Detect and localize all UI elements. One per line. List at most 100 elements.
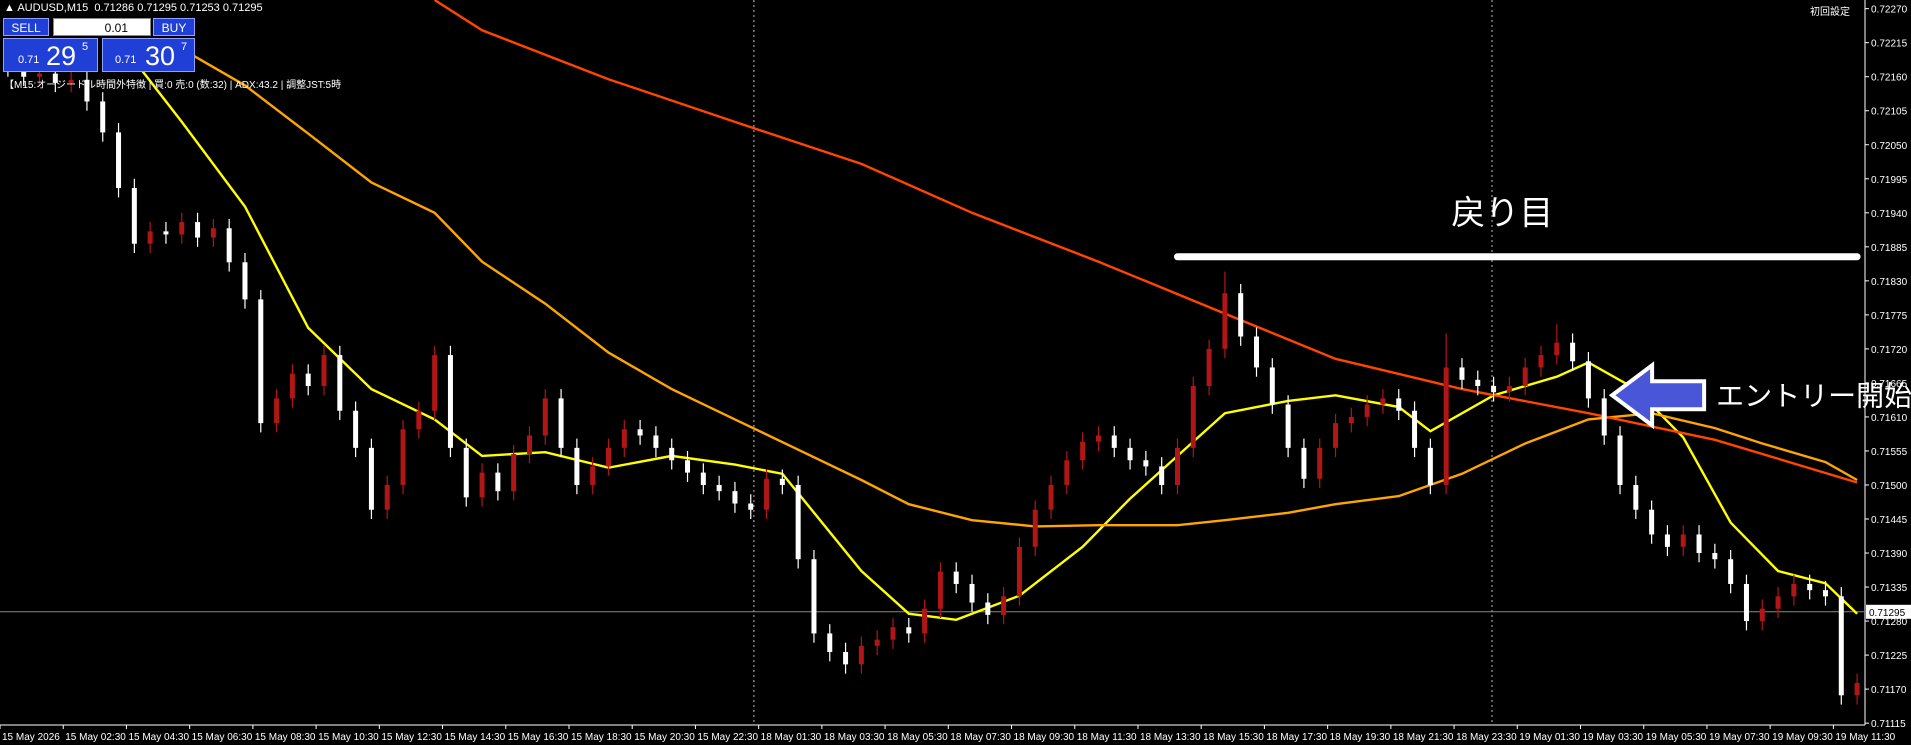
candle-body <box>1348 416 1354 424</box>
y-tick-label: 0.71445 <box>1871 515 1908 526</box>
y-tick-label: 0.71775 <box>1871 311 1908 322</box>
candle-body <box>1001 596 1007 615</box>
candle-body <box>321 355 327 387</box>
moving-average <box>433 0 1858 484</box>
candle-body <box>1759 608 1765 622</box>
candle-body <box>1048 484 1054 510</box>
buy-button[interactable]: BUY <box>153 18 195 36</box>
candle-body <box>1554 342 1560 356</box>
candle-body <box>1364 404 1370 417</box>
sell-button[interactable]: SELL <box>3 18 49 36</box>
candle-body <box>716 484 722 492</box>
ohlc-close: 0.71295 <box>222 2 263 14</box>
bid-prefix: 0.71 <box>18 54 40 66</box>
candle-body <box>1380 398 1386 405</box>
x-tick-label: 18 May 23:30 <box>1456 732 1517 743</box>
candle-body <box>1080 441 1086 461</box>
candle-body <box>226 228 232 263</box>
candle-body <box>68 79 74 83</box>
one-click-panel: SELL 0.01 BUY 0.71 29 5 0.71 30 7 <box>3 18 195 74</box>
candle-body <box>1696 534 1702 554</box>
candle-body <box>1585 361 1591 399</box>
y-tick-label: 0.71720 <box>1871 345 1908 356</box>
bid-big: 29 <box>46 41 77 71</box>
ask-big: 30 <box>145 41 176 71</box>
candle-body <box>685 460 691 473</box>
candle-body <box>353 410 359 448</box>
candle-body <box>858 645 864 665</box>
y-tick-label: 0.72105 <box>1871 107 1908 118</box>
ohlc-low: 0.71253 <box>180 2 220 14</box>
candle-body <box>463 447 469 498</box>
candle-body <box>1143 460 1149 467</box>
y-tick-label: 0.71885 <box>1871 243 1908 254</box>
candle-body <box>1285 404 1291 448</box>
candle-body <box>163 231 169 235</box>
candle-body <box>400 429 406 485</box>
ohlc-high: 0.71295 <box>137 2 177 14</box>
candle-body <box>1174 447 1180 485</box>
candle-body <box>1127 447 1133 461</box>
candle-body <box>1396 398 1402 411</box>
candle-body <box>906 627 912 634</box>
candle-body <box>495 472 501 492</box>
symbol: AUDUSD,M15 <box>17 2 89 14</box>
candle-body <box>1807 583 1813 591</box>
y-tick-label: 0.71170 <box>1871 685 1907 696</box>
candle-body <box>52 73 58 83</box>
x-tick-label: 15 May 18:30 <box>571 732 632 743</box>
candle-body <box>368 447 374 510</box>
candle-body <box>1712 553 1718 560</box>
candle-body <box>1649 509 1655 535</box>
ask-quote[interactable]: 0.71 30 7 <box>102 38 195 72</box>
y-tick-label: 0.71335 <box>1871 583 1908 594</box>
candle-body <box>890 627 896 640</box>
bid-frac: 5 <box>82 41 89 53</box>
y-tick-label: 0.71115 <box>1871 719 1906 730</box>
moving-average <box>133 59 1858 622</box>
candle-body <box>1238 293 1244 337</box>
candle-body <box>1491 386 1497 393</box>
x-tick-label: 15 May 12:30 <box>381 732 442 743</box>
candle-body <box>1791 583 1797 597</box>
candle-body <box>1301 447 1307 479</box>
annotation-label: 戻り目 <box>1451 195 1553 233</box>
candle-body <box>1412 410 1418 448</box>
candle-body <box>1475 379 1481 387</box>
candle-body <box>937 571 943 609</box>
candle-body <box>1506 386 1512 393</box>
candle-body <box>384 484 390 510</box>
x-tick-label: 18 May 05:30 <box>887 732 948 743</box>
candle-body <box>258 299 264 424</box>
candle-body <box>1427 447 1433 485</box>
candle-body <box>116 132 122 189</box>
ohlc-open: 0.71286 <box>94 2 135 14</box>
candle-body <box>874 639 880 646</box>
candle-body <box>653 435 659 448</box>
settings-label[interactable]: 初回設定 <box>1810 7 1850 18</box>
candle-body <box>1032 509 1038 547</box>
x-tick-label: 18 May 13:30 <box>1140 732 1201 743</box>
candle-body <box>827 633 833 653</box>
candle-body <box>1680 534 1686 547</box>
x-tick-label: 18 May 01:30 <box>761 732 822 743</box>
candle-body <box>179 222 185 235</box>
candle-body <box>526 435 532 455</box>
candle-body <box>1664 534 1670 547</box>
candle-body <box>100 101 106 133</box>
candle-body <box>1538 355 1544 368</box>
candle-body <box>1254 336 1260 368</box>
candle-body <box>922 608 928 634</box>
candle-body <box>669 447 675 461</box>
candle-body <box>1743 583 1749 622</box>
x-tick-label: 15 May 14:30 <box>445 732 506 743</box>
candle-body <box>147 231 153 244</box>
x-tick-label: 18 May 07:30 <box>950 732 1011 743</box>
indicator-text: 【M15:オージードル時間外特徴 | 買:0 売:0 (数:32) | ADX:… <box>4 80 342 91</box>
bid-quote[interactable]: 0.71 29 5 <box>3 38 98 72</box>
entry-arrow <box>1608 361 1707 430</box>
lot-input[interactable]: 0.01 <box>53 18 151 36</box>
candle-body <box>1854 682 1860 696</box>
candle-body <box>1775 596 1781 609</box>
x-tick-label: 18 May 11:30 <box>1077 732 1137 743</box>
